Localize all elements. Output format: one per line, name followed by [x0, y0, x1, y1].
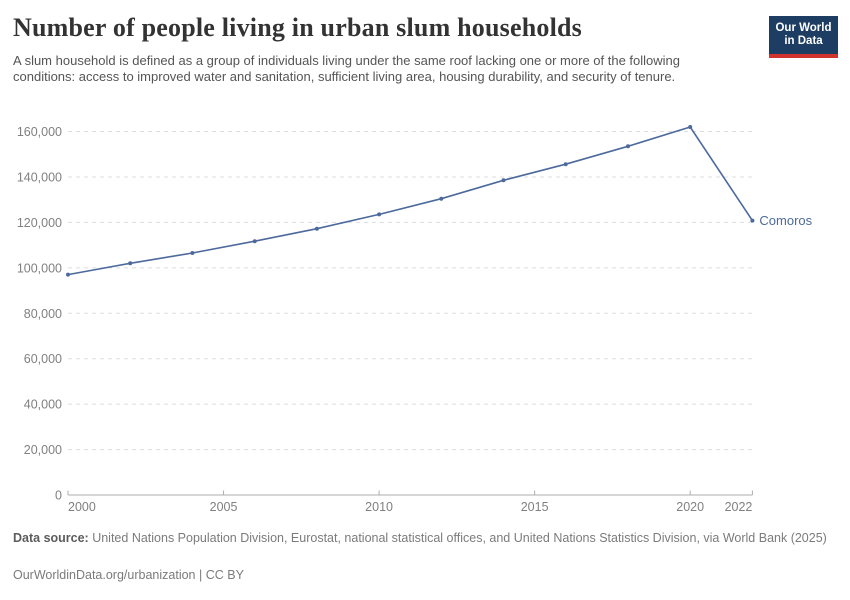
- owid-logo-line2: in Data: [784, 35, 823, 47]
- y-tick-label: 100,000: [17, 261, 62, 275]
- footer-credit: OurWorldinData.org/urbanization | CC BY: [13, 568, 827, 582]
- x-tick-label: 2015: [521, 500, 549, 514]
- x-tick-label: 2000: [68, 500, 96, 514]
- data-point[interactable]: [190, 251, 195, 255]
- owid-url-link[interactable]: OurWorldinData.org/urbanization: [13, 568, 196, 582]
- owid-logo-line1: Our World: [775, 22, 832, 34]
- owid-logo[interactable]: Our World in Data: [769, 16, 838, 58]
- y-tick-label: 20,000: [24, 443, 62, 457]
- y-tick-label: 80,000: [24, 307, 62, 321]
- data-point[interactable]: [314, 226, 319, 231]
- series-label-comoros[interactable]: Comoros: [759, 213, 812, 228]
- y-tick-label: 140,000: [17, 170, 62, 184]
- license-link[interactable]: CC BY: [205, 568, 244, 582]
- data-point[interactable]: [626, 144, 630, 149]
- y-tick-label: 0: [55, 489, 62, 503]
- data-point[interactable]: [252, 239, 257, 244]
- chart-subtitle: A slum household is defined as a group o…: [13, 53, 681, 84]
- y-tick-label: 60,000: [24, 352, 62, 366]
- data-source-label: Data source:: [13, 531, 89, 545]
- x-tick-label: 2005: [210, 500, 238, 514]
- data-source-text: United Nations Population Division, Euro…: [88, 531, 827, 545]
- data-line: [67, 126, 754, 276]
- data-point[interactable]: [128, 261, 133, 266]
- data-point[interactable]: [563, 162, 568, 167]
- data-point[interactable]: [66, 272, 70, 277]
- x-tick-label: 2020: [676, 500, 704, 514]
- footer-data-source: Data source: United Nations Population D…: [13, 530, 827, 547]
- data-point[interactable]: [439, 196, 444, 201]
- data-point[interactable]: [377, 212, 382, 217]
- y-tick-label: 40,000: [24, 398, 62, 412]
- data-point[interactable]: [750, 218, 755, 223]
- owid-logo-box: Our World in Data: [769, 16, 838, 54]
- data-point[interactable]: [501, 178, 506, 183]
- y-tick-label: 120,000: [17, 216, 62, 230]
- y-tick-label: 160,000: [17, 125, 62, 139]
- x-tick-label: 2022: [725, 500, 753, 514]
- data-point[interactable]: [688, 125, 693, 129]
- footer-separator: |: [195, 568, 206, 582]
- owid-logo-red-bar: [769, 54, 838, 58]
- page-title: Number of people living in urban slum ho…: [13, 13, 582, 42]
- x-tick-label: 2010: [365, 500, 393, 514]
